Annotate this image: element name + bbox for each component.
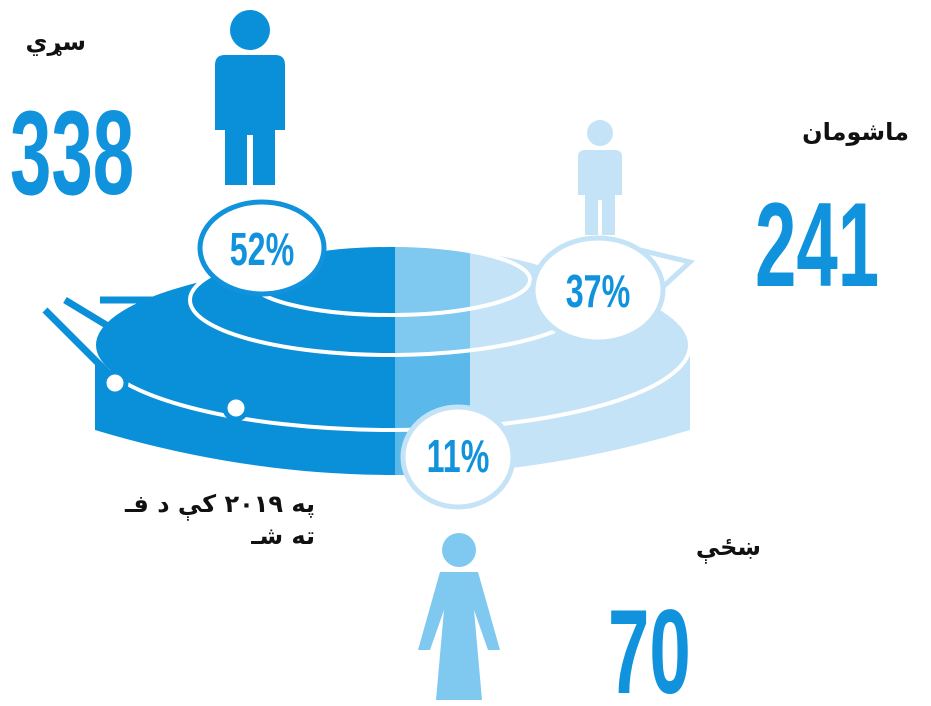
women-label: ښځې xyxy=(695,533,761,561)
men-count: 338 xyxy=(10,86,135,220)
woman-icon xyxy=(418,533,500,700)
men-label: سړي xyxy=(25,28,86,56)
man-icon xyxy=(215,10,285,185)
women-percent: 11% xyxy=(426,430,490,482)
caption-line: په ۲۰۱۹ کې د فـ xyxy=(124,490,315,518)
men-percent: 52% xyxy=(229,223,295,275)
caption-line: ته شـ xyxy=(251,522,315,550)
children-label: ماشومان xyxy=(802,118,909,146)
children-count: 241 xyxy=(755,178,880,312)
children-percent: 37% xyxy=(565,265,631,317)
bubbles xyxy=(197,199,696,510)
child-icon xyxy=(578,120,622,235)
women-count: 70 xyxy=(608,585,691,706)
